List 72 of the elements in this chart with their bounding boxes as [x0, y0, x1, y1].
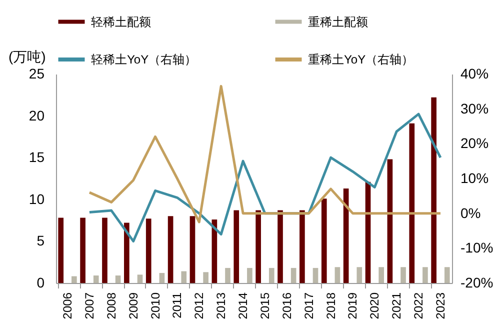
y-tick-label: 10	[28, 190, 45, 207]
legend-label: 轻稀土YoY（右轴）	[91, 52, 197, 66]
x-tick-label: 2011	[170, 292, 184, 318]
x-tick-label: 2018	[324, 292, 338, 320]
bar	[124, 222, 130, 283]
bar	[334, 267, 340, 283]
x-tick-label: 2016	[280, 292, 294, 320]
x-tick-label: 2020	[368, 292, 382, 320]
y-tick-label: 5	[36, 232, 45, 249]
legend-label: 重稀土YoY（右轴）	[308, 52, 414, 66]
x-tick-label: 2021	[390, 292, 404, 320]
bar	[93, 275, 99, 283]
bar	[190, 216, 196, 283]
x-tick-label: 2009	[126, 292, 140, 320]
bar	[72, 276, 77, 283]
y-tick-label: 15	[28, 149, 45, 166]
x-tick-label: 2015	[258, 292, 272, 320]
y-tick-label: 25	[28, 66, 45, 82]
x-tick-label: 2012	[192, 292, 206, 320]
x-tick-label: 2019	[346, 292, 360, 320]
line-series	[88, 84, 442, 224]
y-tick-label: 20	[28, 107, 45, 124]
bar	[444, 267, 450, 283]
legend-label: 轻稀土配额	[91, 14, 151, 29]
y2-tick-label: 20%	[460, 135, 489, 152]
bar	[80, 218, 86, 283]
y2-tick-label: 10%	[460, 170, 489, 186]
bar	[268, 268, 274, 283]
x-tick-label: 2008	[104, 292, 118, 320]
bar	[409, 123, 415, 283]
x-tick-label: 2013	[214, 292, 228, 320]
bar	[290, 268, 296, 283]
bar	[146, 218, 152, 283]
bar	[102, 218, 108, 283]
bar	[378, 267, 384, 283]
bar	[256, 210, 261, 283]
bar	[203, 272, 208, 283]
bar	[356, 267, 362, 283]
bar	[312, 268, 318, 283]
bar	[234, 210, 240, 283]
bar	[159, 272, 165, 283]
bar	[278, 210, 283, 283]
bar	[343, 188, 349, 283]
x-tick-label: 2017	[302, 292, 316, 320]
bar	[168, 216, 174, 283]
bar	[137, 274, 143, 283]
bar	[365, 182, 371, 283]
x-tick-label: 2006	[60, 292, 75, 320]
bar	[247, 268, 252, 283]
x-tick-label: 2010	[148, 292, 162, 320]
y2-tick-label: -20%	[460, 274, 494, 290]
legend-label: 重稀土配额	[308, 14, 368, 29]
y-tick-label: 0	[36, 274, 45, 290]
x-tick-label: 2022	[412, 292, 426, 320]
bar	[431, 97, 436, 283]
y2-tick-label: -10%	[460, 240, 494, 256]
y2-tick-label: 0%	[460, 204, 481, 221]
bar	[422, 267, 428, 283]
bar	[321, 198, 327, 283]
bar	[181, 271, 187, 283]
y-axis-title: (万吨)	[8, 48, 46, 64]
x-tick-label: 2007	[82, 292, 96, 320]
bar	[400, 267, 406, 283]
bar	[300, 210, 305, 283]
y2-tick-label: 40%	[460, 66, 489, 82]
bar	[115, 275, 121, 283]
x-tick-label: 2014	[236, 292, 250, 320]
x-tick-label: 2023	[433, 292, 448, 320]
bar	[387, 159, 393, 283]
bar	[225, 268, 230, 283]
y2-tick-label: 30%	[460, 100, 489, 116]
bar	[58, 218, 64, 283]
